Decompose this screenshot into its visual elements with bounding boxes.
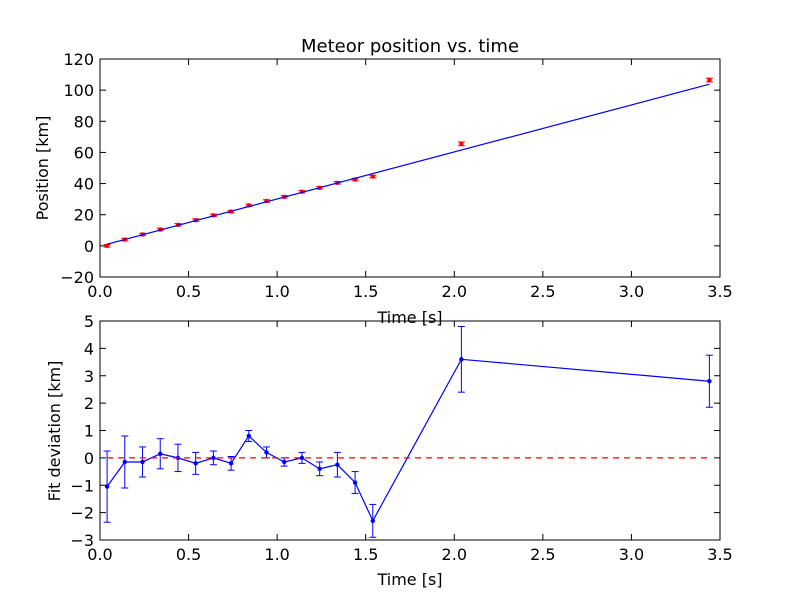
deviation-plot-marker [707,379,712,384]
deviation-plot-x-tick-label: 1.0 [264,545,289,564]
deviation-plot: Time [s] Fit deviation [km] 0.0 0.5 1.0 1.5… [45,312,733,589]
deviation-plot-x-tick-label: 2.0 [442,545,467,564]
deviation-plot-xlabel: Time [s] [376,570,442,589]
deviation-plot-data-area [103,325,713,538]
position-plot-x-tick-label: 3.5 [707,282,732,301]
position-plot-x-tick-label: 0.5 [176,282,201,301]
deviation-plot-marker [193,461,198,466]
position-plot-y-tick-label: 100 [63,81,94,100]
position-plot-x-tick-label: 1.5 [353,282,378,301]
deviation-plot-ylabel: Fit deviation [km] [45,361,64,502]
deviation-plot-y-tick-label: 2 [84,394,94,413]
deviation-plot-x-tick-label: 0.0 [87,545,112,564]
deviation-plot-marker [140,459,145,465]
position-plot-y-tick-label: −20 [60,268,94,287]
position-plot-title: Meteor position vs. time [301,36,519,57]
position-plot-x-tick-label: 2.0 [442,282,467,301]
position-plot-xlabel: Time [s] [376,308,442,327]
deviation-plot-data-point [316,461,324,477]
deviation-plot-frame [99,320,721,541]
position-plot-x-ticks: 0.0 0.5 1.0 1.5 2.0 2.5 3.0 3.5 [87,59,733,301]
position-plot-x-tick-label: 0.0 [87,282,112,301]
deviation-plot-x-tick-label: 2.5 [530,545,555,564]
deviation-plot-deviation-line [106,358,710,523]
deviation-plot-data-point [209,450,217,466]
deviation-plot-x-ticks: 0.0 0.5 1.0 1.5 2.0 2.5 3.0 3.5 [87,321,733,564]
position-plot-marker [707,77,712,83]
position-plot-x-tick-label: 3.0 [619,282,644,301]
position-plot-marker [104,243,110,249]
position-plot-marker [459,141,464,147]
deviation-plot-data-point [156,438,164,470]
position-plot-frame [99,58,721,278]
position-plot-data-point [457,141,465,147]
deviation-plot-y-tick-label: 3 [84,367,94,386]
deviation-plot-y-ticks: −3 −2 −1 0 1 2 3 4 5 [70,312,720,550]
deviation-plot-marker [264,450,269,455]
position-plot-series [103,77,713,249]
deviation-plot-y-tick-label: −1 [70,476,94,495]
position-plot-ylabel: Position [km] [33,116,52,221]
deviation-plot-data-point [280,457,288,467]
deviation-plot-y-tick-label: 1 [84,422,94,441]
deviation-plot-data-point [333,451,341,478]
position-plot-fit-line [106,83,710,245]
deviation-plot-data-point [227,456,235,471]
deviation-plot-marker [299,455,305,461]
deviation-plot-marker [317,466,322,472]
position-plot-y-tick-label: 80 [74,112,94,131]
deviation-plot-y-tick-label: −3 [70,531,94,550]
deviation-plot-x-tick-label: 1.5 [353,545,378,564]
deviation-plot-marker [211,455,216,461]
deviation-plot-y-tick-label: −2 [70,504,94,523]
deviation-plot-data-point [139,446,147,478]
deviation-plot-data-point [245,430,253,442]
position-plot-y-tick-label: 120 [63,50,94,69]
deviation-plot-data-point [192,451,200,475]
position-plot-marker [370,174,375,179]
position-plot-y-tick-label: 60 [74,143,94,162]
position-plot-y-ticks: −20 0 20 40 60 80 100 120 [60,50,720,287]
position-plot-y-tick-label: 20 [74,206,94,225]
deviation-plot-marker [104,484,110,489]
deviation-plot-x-tick-label: 3.5 [707,545,732,564]
deviation-plot-marker [282,459,287,465]
deviation-plot-x-tick-label: 0.5 [176,545,201,564]
deviation-plot-marker [370,518,375,524]
deviation-plot-data-point [705,354,713,408]
position-plot-x-tick-label: 1.0 [264,282,289,301]
deviation-plot-marker [352,480,358,485]
deviation-plot-marker [459,357,464,362]
position-plot-y-tick-label: 40 [74,175,94,194]
deviation-plot-data-point [351,471,359,494]
deviation-plot-marker [335,462,340,467]
deviation-plot-y-tick-label: 0 [84,449,94,468]
deviation-plot-y-tick-label: 5 [84,312,94,331]
deviation-plot-x-tick-label: 3.0 [619,545,644,564]
position-plot-data-point [369,174,377,179]
position-plot: Meteor position vs. time Time [s] Positi… [33,36,733,327]
position-plot-data-area [103,77,713,249]
deviation-plot-data-point [369,503,377,538]
deviation-plot-data-point [298,451,306,464]
deviation-plot-data-point [457,325,465,393]
deviation-plot-data-point [103,450,111,523]
position-plot-x-tick-label: 2.5 [530,282,555,301]
position-plot-y-tick-label: 0 [84,237,94,256]
position-plot-data-point [705,77,713,83]
deviation-plot-series [103,325,713,538]
deviation-plot-marker [246,433,251,439]
deviation-plot-marker [122,459,128,465]
position-plot-data-point [103,243,111,249]
deviation-plot-data-point [263,446,271,459]
deviation-plot-marker [158,451,163,456]
deviation-plot-y-tick-label: 4 [84,339,94,358]
deviation-plot-marker [228,461,234,466]
deviation-plot-data-point [121,435,129,489]
